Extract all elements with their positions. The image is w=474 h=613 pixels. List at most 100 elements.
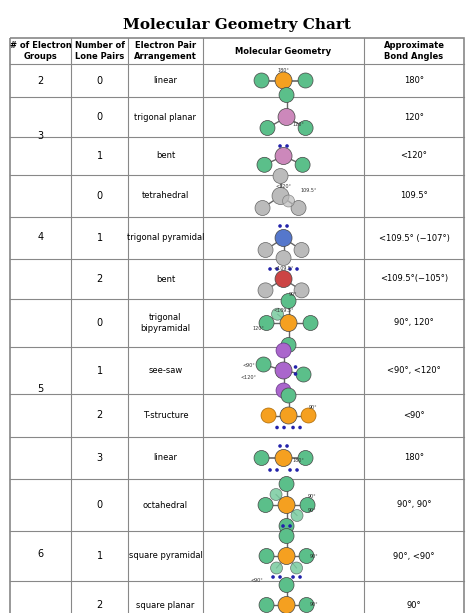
Circle shape bbox=[259, 316, 274, 330]
Text: 120°: 120° bbox=[404, 113, 424, 121]
Text: 90°, 90°: 90°, 90° bbox=[397, 500, 431, 509]
Circle shape bbox=[281, 388, 296, 403]
Circle shape bbox=[280, 314, 297, 332]
Text: see-saw: see-saw bbox=[148, 366, 182, 375]
Circle shape bbox=[303, 316, 318, 330]
Text: <90°: <90° bbox=[242, 363, 255, 368]
Text: <109.5°: <109.5° bbox=[273, 267, 294, 272]
Text: 0: 0 bbox=[97, 318, 103, 328]
Text: trigonal pyramidal: trigonal pyramidal bbox=[127, 234, 204, 243]
Circle shape bbox=[278, 575, 282, 579]
Text: 90°: 90° bbox=[289, 292, 298, 297]
Circle shape bbox=[258, 243, 273, 257]
Circle shape bbox=[288, 468, 292, 472]
Text: 180°: 180° bbox=[278, 68, 290, 73]
Circle shape bbox=[275, 229, 292, 246]
Circle shape bbox=[275, 72, 292, 89]
Text: <120°: <120° bbox=[240, 375, 256, 380]
Circle shape bbox=[258, 498, 273, 512]
Circle shape bbox=[254, 73, 269, 88]
Text: <90°: <90° bbox=[403, 411, 425, 420]
Text: 1: 1 bbox=[97, 365, 103, 376]
Circle shape bbox=[256, 357, 271, 372]
Text: octahedral: octahedral bbox=[143, 500, 188, 509]
Text: <109.5°(−105°): <109.5°(−105°) bbox=[380, 275, 448, 283]
Text: 1: 1 bbox=[97, 233, 103, 243]
Circle shape bbox=[255, 200, 270, 216]
Text: 0: 0 bbox=[97, 75, 103, 85]
Text: 90°: 90° bbox=[309, 405, 318, 410]
Text: 90°: 90° bbox=[310, 554, 319, 558]
Circle shape bbox=[272, 308, 283, 320]
Circle shape bbox=[294, 372, 297, 376]
Circle shape bbox=[278, 224, 282, 228]
Circle shape bbox=[298, 451, 313, 465]
Circle shape bbox=[285, 144, 289, 148]
Text: 90°: 90° bbox=[308, 495, 317, 500]
Text: 90°, 120°: 90°, 120° bbox=[394, 319, 434, 327]
Circle shape bbox=[299, 598, 314, 612]
Circle shape bbox=[261, 408, 276, 423]
Text: 3: 3 bbox=[97, 453, 103, 463]
Circle shape bbox=[275, 270, 292, 287]
Circle shape bbox=[291, 425, 295, 429]
Text: 6: 6 bbox=[37, 549, 44, 559]
Circle shape bbox=[276, 383, 291, 398]
Circle shape bbox=[276, 343, 291, 358]
Text: T-structure: T-structure bbox=[143, 411, 188, 420]
Text: 2: 2 bbox=[97, 600, 103, 610]
Circle shape bbox=[298, 73, 313, 88]
Circle shape bbox=[280, 407, 297, 424]
Text: 90°, <90°: 90°, <90° bbox=[393, 552, 435, 560]
Circle shape bbox=[295, 158, 310, 172]
Text: Electron Pair
Arrangement: Electron Pair Arrangement bbox=[134, 41, 197, 61]
Text: 3: 3 bbox=[37, 131, 44, 141]
Text: 180°: 180° bbox=[404, 454, 424, 462]
Text: 4: 4 bbox=[37, 232, 44, 242]
Circle shape bbox=[278, 596, 295, 613]
Text: 109.5°: 109.5° bbox=[400, 191, 428, 200]
Circle shape bbox=[259, 549, 274, 563]
Circle shape bbox=[279, 519, 294, 533]
Circle shape bbox=[279, 577, 294, 593]
Text: <90°: <90° bbox=[250, 579, 263, 584]
Circle shape bbox=[278, 497, 295, 514]
Text: 2: 2 bbox=[37, 75, 44, 85]
Text: Number of
Lone Pairs: Number of Lone Pairs bbox=[75, 41, 125, 61]
Text: <90°, <120°: <90°, <120° bbox=[387, 366, 441, 375]
Circle shape bbox=[278, 444, 282, 448]
Text: bent: bent bbox=[156, 151, 175, 161]
Circle shape bbox=[295, 267, 299, 271]
Text: Molecular Geometry: Molecular Geometry bbox=[236, 47, 332, 56]
Circle shape bbox=[278, 144, 282, 148]
Circle shape bbox=[288, 524, 292, 528]
Circle shape bbox=[275, 425, 279, 429]
Circle shape bbox=[294, 283, 309, 298]
Circle shape bbox=[298, 425, 302, 429]
Text: trigonal
bipyramidal: trigonal bipyramidal bbox=[140, 313, 191, 333]
Text: square planar: square planar bbox=[137, 601, 195, 609]
Circle shape bbox=[275, 148, 292, 164]
Circle shape bbox=[259, 598, 274, 612]
Circle shape bbox=[288, 267, 292, 271]
Text: 1: 1 bbox=[97, 551, 103, 561]
Text: <109.5° (−107°): <109.5° (−107°) bbox=[379, 234, 449, 243]
Circle shape bbox=[278, 547, 295, 565]
Circle shape bbox=[258, 283, 273, 298]
Text: linear: linear bbox=[154, 76, 177, 85]
Circle shape bbox=[279, 88, 294, 102]
Circle shape bbox=[291, 575, 295, 579]
Circle shape bbox=[298, 121, 313, 135]
Circle shape bbox=[279, 528, 294, 544]
Text: 120°: 120° bbox=[253, 326, 264, 330]
Text: <109.5°: <109.5° bbox=[273, 308, 294, 313]
Circle shape bbox=[300, 498, 315, 512]
Circle shape bbox=[291, 562, 302, 574]
Text: 2: 2 bbox=[97, 411, 103, 421]
Circle shape bbox=[275, 468, 279, 472]
Text: 180°: 180° bbox=[404, 76, 424, 85]
Circle shape bbox=[281, 524, 285, 528]
Circle shape bbox=[275, 267, 279, 271]
Circle shape bbox=[281, 338, 296, 352]
Text: 120°: 120° bbox=[292, 123, 304, 128]
